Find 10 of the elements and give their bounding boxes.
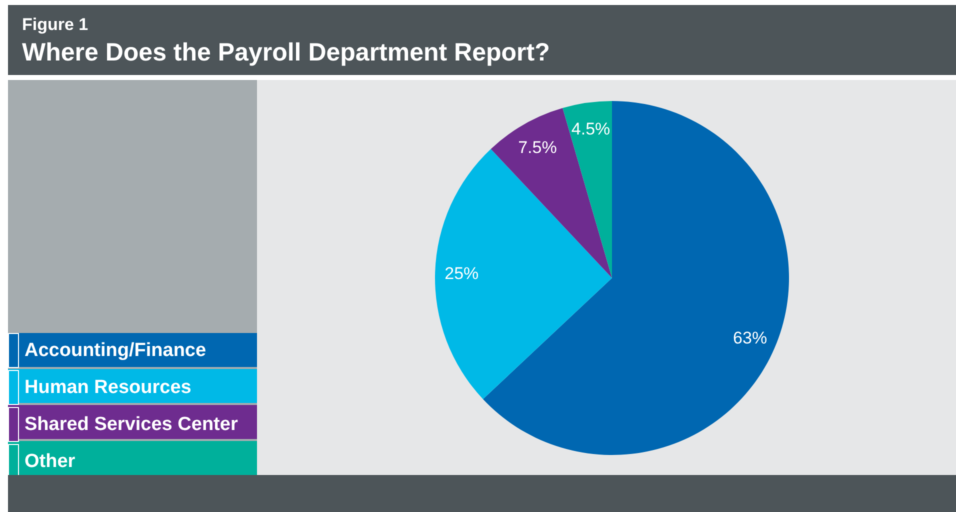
- chart-title: Where Does the Payroll Department Report?: [22, 38, 550, 66]
- data-label: 63%: [733, 328, 768, 348]
- data-label: 4.5%: [571, 120, 610, 139]
- legend-label: Accounting/Finance: [24, 340, 206, 361]
- legend-label: Shared Services Center: [24, 414, 238, 435]
- data-label: 25%: [444, 264, 479, 283]
- legend-label: Human Resources: [24, 377, 192, 398]
- data-label: 7.5%: [518, 138, 557, 157]
- legend-label: Other: [24, 451, 76, 472]
- chart-subtitle: Figure 1: [22, 15, 88, 34]
